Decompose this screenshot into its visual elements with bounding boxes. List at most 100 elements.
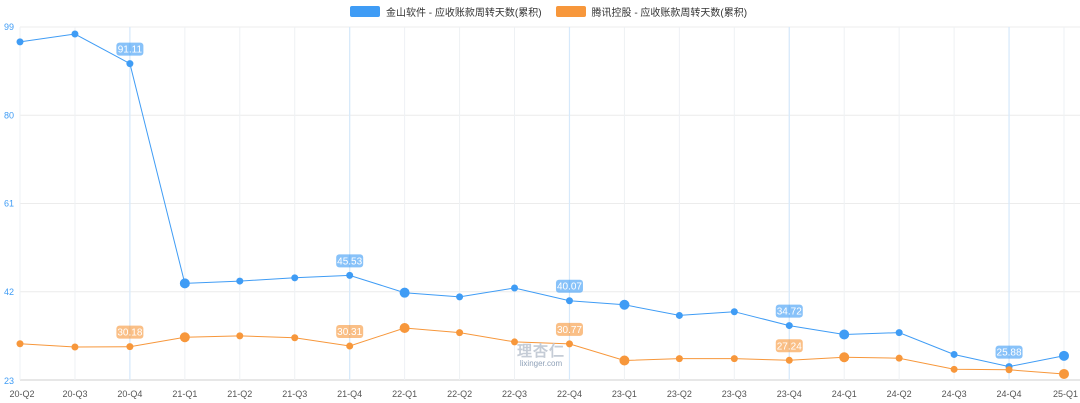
x-tick-label: 23-Q2	[667, 389, 692, 399]
series-1-point[interactable]	[456, 329, 464, 337]
series-0-point[interactable]	[236, 277, 244, 285]
legend-swatch-tencent	[555, 5, 586, 17]
data-label: 34.72	[777, 307, 802, 318]
data-label-bg	[116, 325, 144, 339]
series-1-point[interactable]	[1005, 366, 1013, 374]
series-1-point[interactable]	[291, 334, 299, 342]
data-label: 45.53	[337, 256, 362, 267]
legend-item-tencent[interactable]: 腾讯控股 - 应收账款周转天数(累积)	[555, 4, 748, 19]
series-0-point[interactable]	[179, 278, 190, 289]
x-tick-label: 23-Q3	[722, 389, 747, 399]
watermark-logo: 理杏仁	[516, 342, 565, 360]
data-label: 30.18	[117, 328, 142, 339]
series-line-0	[19, 33, 1065, 368]
legend-label-tencent: 腾讯控股 - 应收账款周转天数(累积)	[591, 7, 748, 19]
data-label-bg	[555, 279, 583, 293]
series-1-point[interactable]	[126, 343, 134, 351]
series-1-point[interactable]	[675, 355, 683, 363]
y-tick-label: 80	[4, 110, 14, 120]
x-axis: 20-Q2 20-Q3 20-Q4 21-Q1 21-Q2 21-Q3 21-Q4 22-Q1…	[9, 389, 1078, 399]
x-tick-label: 21-Q4	[337, 389, 362, 399]
series-1-point[interactable]	[785, 356, 793, 364]
watermark: 理杏仁 lixinger.com	[510, 343, 572, 369]
series-1-point[interactable]	[346, 342, 354, 350]
x-tick-label: 20-Q2	[9, 389, 34, 399]
y-tick-label: 23	[4, 376, 14, 386]
series-0-point[interactable]	[950, 350, 958, 358]
series-line-1	[19, 327, 1065, 375]
data-label: 30.31	[337, 327, 362, 338]
series-1-point[interactable]	[895, 354, 903, 362]
x-tick-label: 21-Q3	[282, 389, 307, 399]
series-0-point[interactable]	[346, 271, 354, 279]
x-tick-label: 20-Q4	[117, 389, 142, 399]
data-label: 30.77	[557, 325, 582, 336]
series-0-point[interactable]	[675, 311, 683, 319]
series-1-point[interactable]	[565, 340, 573, 348]
x-tick-label: 24-Q3	[942, 389, 967, 399]
y-axis: 23 42 61 80 99	[4, 22, 14, 386]
data-label-bg	[336, 325, 364, 339]
grid-lines	[19, 26, 1080, 381]
data-label-bg	[775, 304, 803, 318]
series-0-point[interactable]	[839, 329, 850, 340]
series-0-point[interactable]	[456, 293, 464, 301]
x-tick-label: 25-Q1	[1053, 389, 1078, 399]
legend-swatch-kingsoft	[350, 5, 380, 17]
series-0-point[interactable]	[895, 329, 903, 337]
series-1-point[interactable]	[950, 365, 958, 373]
x-tick-label: 20-Q3	[62, 389, 87, 399]
series-0-point[interactable]	[126, 60, 134, 68]
series-1-point[interactable]	[236, 332, 244, 340]
data-label-bg	[995, 345, 1023, 359]
data-label: 91.11	[118, 45, 143, 56]
x-tick-label: 22-Q1	[392, 389, 417, 399]
data-label: 40.07	[557, 282, 582, 293]
x-tick-label: 22-Q2	[447, 389, 472, 399]
x-tick-label: 23-Q1	[612, 389, 637, 399]
legend: 金山软件 - 应收账款周转天数(累积) 腾讯控股 - 应收账款周转天数(累积)	[350, 4, 761, 19]
x-tick-label: 23-Q4	[777, 389, 802, 399]
data-label-bg	[555, 322, 583, 336]
data-label: 27.24	[777, 341, 802, 352]
x-tick-label: 24-Q1	[832, 389, 857, 399]
x-tick-label: 24-Q4	[997, 389, 1022, 399]
series-0-point[interactable]	[730, 308, 738, 316]
legend-item-kingsoft[interactable]: 金山软件 - 应收账款周转天数(累积)	[350, 4, 542, 19]
data-labels: 91.11 45.53 40.07 34.72 25.88 30.18 30.31 30.77…	[116, 42, 1023, 359]
x-tick-label: 22-Q4	[557, 389, 582, 399]
data-label-bg	[116, 42, 144, 56]
legend-label-kingsoft: 金山软件 - 应收账款周转天数(累积)	[386, 7, 542, 19]
data-label-bg	[336, 254, 364, 268]
data-label: 25.88	[997, 348, 1022, 359]
series-0-point[interactable]	[291, 274, 299, 282]
data-label-bg	[775, 339, 803, 353]
y-tick-label: 42	[4, 287, 14, 297]
x-tick-label: 24-Q2	[887, 389, 912, 399]
series-1-point[interactable]	[619, 355, 630, 366]
x-tick-label: 21-Q2	[227, 389, 252, 399]
x-tick-label: 22-Q3	[502, 389, 527, 399]
series-0-point[interactable]	[16, 38, 24, 46]
series-0-point[interactable]	[785, 322, 793, 330]
series-0-point[interactable]	[399, 287, 410, 298]
series-0-point[interactable]	[619, 299, 630, 310]
series-1-point[interactable]	[16, 340, 24, 348]
series-1-point[interactable]	[399, 322, 410, 333]
series-1-point[interactable]	[71, 343, 79, 351]
series-1-point[interactable]	[839, 352, 850, 363]
series-1-point[interactable]	[1059, 368, 1069, 379]
series-layer	[16, 30, 1069, 379]
y-tick-label: 99	[4, 22, 14, 32]
series-1-point[interactable]	[511, 338, 519, 346]
y-tick-label: 61	[4, 199, 14, 209]
series-1-point[interactable]	[730, 355, 738, 363]
series-0-point[interactable]	[1059, 350, 1069, 361]
series-0-point[interactable]	[511, 284, 519, 292]
series-1-point[interactable]	[179, 332, 190, 343]
series-0-point[interactable]	[565, 297, 573, 305]
series-0-point[interactable]	[71, 30, 79, 38]
x-tick-label: 21-Q1	[172, 389, 197, 399]
watermark-site: lixinger.com	[519, 359, 563, 368]
